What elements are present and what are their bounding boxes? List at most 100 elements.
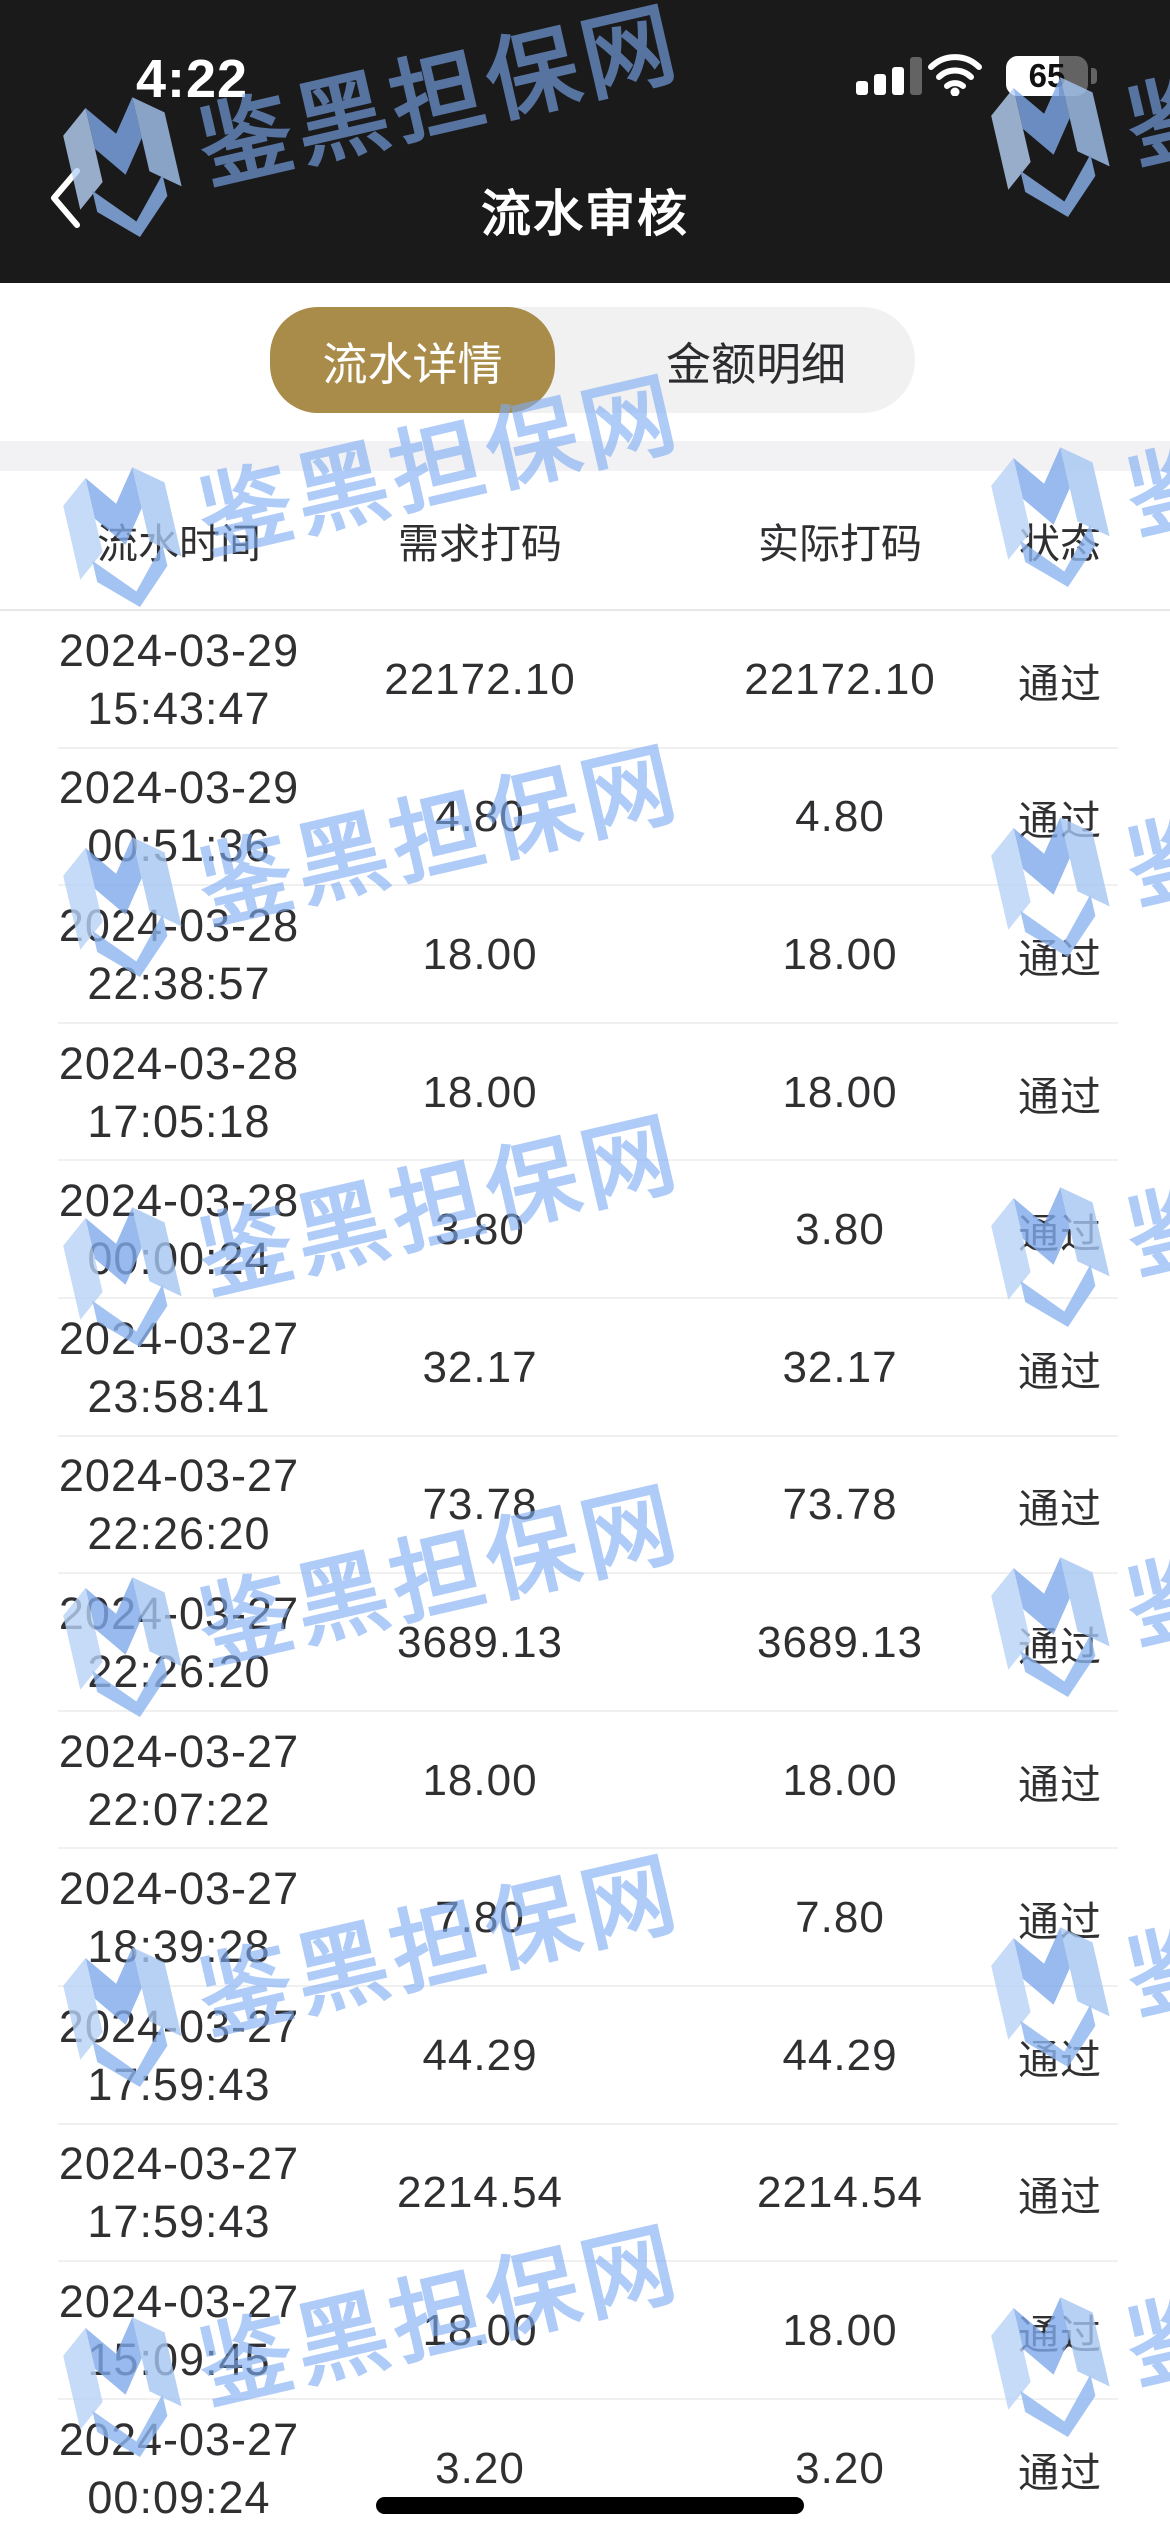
cell-actual: 4.80 [795, 792, 885, 842]
status-badge: 通过 [1018, 660, 1102, 707]
cell-flow-time: 2024-03-27 22:07:22 [14, 1712, 344, 1850]
cell-actual: 44.29 [782, 2030, 898, 2080]
home-indicator[interactable] [376, 2497, 804, 2514]
row-date: 2024-03-28 [58, 899, 300, 951]
cell-actual: 18.00 [782, 1755, 898, 1805]
status-badge: 通过 [1018, 1486, 1102, 1533]
cell-flow-time: 2024-03-27 18:39:28 [14, 1849, 344, 1987]
row-time: 15:09:45 [87, 2333, 271, 2385]
cell-flow-time: 2024-03-27 15:09:45 [14, 2262, 344, 2400]
battery-percent: 65 [1028, 57, 1066, 94]
row-date: 2024-03-27 [58, 1450, 300, 1502]
table-row: 2024-03-27 17:59:43 44.29 44.29 通过 [0, 1987, 1170, 2125]
cell-required: 18.00 [422, 1755, 538, 1805]
row-date: 2024-03-27 [58, 1587, 300, 1639]
cell-actual: 73.78 [782, 1480, 898, 1530]
cell-flow-time: 2024-03-27 17:59:43 [14, 1987, 344, 2125]
status-badge: 通过 [1018, 798, 1102, 845]
table-row: 2024-03-27 22:26:20 73.78 73.78 通过 [0, 1437, 1170, 1575]
status-badge: 通过 [1018, 2174, 1102, 2221]
cell-actual: 3689.13 [756, 1617, 924, 1667]
status-badge: 通过 [1018, 1761, 1102, 1808]
status-badge: 通过 [1018, 1623, 1102, 1670]
tab-bar: 流水详情 金额明细 [270, 307, 915, 413]
table-row: 2024-03-29 00:51:36 4.80 4.80 通过 [0, 749, 1170, 887]
cell-flow-time: 2024-03-28 22:38:57 [14, 886, 344, 1024]
status-badge: 通过 [1018, 1348, 1102, 1395]
status-badge: 通过 [1018, 2449, 1102, 2496]
table-row: 2024-03-28 22:38:57 18.00 18.00 通过 [0, 886, 1170, 1024]
status-badge: 通过 [1018, 2311, 1102, 2358]
cell-actual: 18.00 [782, 929, 898, 979]
cell-actual: 7.80 [795, 1893, 885, 1943]
cell-actual: 32.17 [782, 1342, 898, 1392]
table-row: 2024-03-27 17:59:43 2214.54 2214.54 通过 [0, 2125, 1170, 2263]
cell-flow-time: 2024-03-28 00:00:24 [14, 1161, 344, 1299]
cell-flow-time: 2024-03-29 15:43:47 [14, 611, 344, 749]
status-badge: 通过 [1018, 1073, 1102, 1120]
content-card: 流水详情 金额明细 流水时间 需求打码 实际打码 状态 2024-03-29 1… [0, 283, 1170, 2532]
cell-flow-time: 2024-03-27 22:26:20 [14, 1437, 344, 1575]
row-date: 2024-03-29 [58, 762, 300, 814]
row-time: 17:59:43 [87, 2058, 271, 2110]
row-date: 2024-03-27 [58, 2413, 300, 2465]
cell-flow-time: 2024-03-27 17:59:43 [14, 2125, 344, 2263]
cell-actual: 3.20 [795, 2443, 885, 2493]
wifi-icon [928, 53, 982, 101]
cell-flow-time: 2024-03-27 00:09:24 [14, 2400, 344, 2532]
cell-required: 32.17 [422, 1342, 538, 1392]
table-row: 2024-03-27 22:07:22 18.00 18.00 通过 [0, 1712, 1170, 1850]
row-date: 2024-03-27 [58, 2138, 300, 2190]
cell-required: 18.00 [422, 929, 538, 979]
tab-amount-detail[interactable]: 金额明细 [665, 338, 846, 390]
cell-required: 7.80 [435, 1893, 525, 1943]
cell-flow-time: 2024-03-27 23:58:41 [14, 1299, 344, 1437]
table-row: 2024-03-29 15:43:47 22172.10 22172.10 通过 [0, 611, 1170, 749]
cell-required: 22172.10 [384, 654, 576, 704]
top-bar: 4:22 65 流水审核 [0, 0, 1170, 283]
row-time: 17:05:18 [87, 1095, 271, 1147]
row-time: 22:26:20 [87, 1508, 271, 1560]
row-date: 2024-03-27 [58, 1312, 300, 1364]
table-row: 2024-03-28 00:00:24 3.80 3.80 通过 [0, 1161, 1170, 1299]
status-badge: 通过 [1018, 1211, 1102, 1258]
row-date: 2024-03-28 [58, 1037, 300, 1089]
table-body: 2024-03-29 15:43:47 22172.10 22172.10 通过… [0, 611, 1170, 2532]
row-date: 2024-03-28 [58, 1175, 300, 1227]
cellular-signal-icon [856, 57, 922, 95]
cell-required: 3.80 [435, 1205, 525, 1255]
cell-flow-time: 2024-03-29 00:51:36 [14, 749, 344, 887]
cell-actual: 2214.54 [756, 2168, 924, 2218]
table-row: 2024-03-27 18:39:28 7.80 7.80 通过 [0, 1849, 1170, 1987]
row-time: 22:26:20 [87, 1645, 271, 1697]
row-time: 00:00:24 [87, 1233, 271, 1285]
row-time: 00:51:36 [87, 820, 271, 872]
cell-actual: 18.00 [782, 1067, 898, 1117]
row-date: 2024-03-27 [58, 2275, 300, 2327]
table-row: 2024-03-27 15:09:45 18.00 18.00 通过 [0, 2262, 1170, 2400]
cell-actual: 18.00 [782, 2305, 898, 2355]
cell-flow-time: 2024-03-27 22:26:20 [14, 1574, 344, 1712]
cell-actual: 22172.10 [744, 654, 936, 704]
row-time: 17:59:43 [87, 2196, 271, 2248]
page-title: 流水审核 [481, 186, 689, 242]
row-time: 18:39:28 [87, 1921, 271, 1973]
cell-required: 18.00 [422, 2305, 538, 2355]
cell-actual: 3.80 [795, 1205, 885, 1255]
row-date: 2024-03-29 [58, 624, 300, 676]
status-time: 4:22 [136, 49, 249, 109]
cell-required: 73.78 [422, 1480, 538, 1530]
battery-nub [1091, 68, 1097, 84]
status-badge: 通过 [1018, 935, 1102, 982]
battery-icon: 65 [1006, 56, 1097, 96]
table-row: 2024-03-27 23:58:41 32.17 32.17 通过 [0, 1299, 1170, 1437]
cell-required: 3.20 [435, 2443, 525, 2493]
row-time: 22:38:57 [87, 957, 271, 1009]
tab-flow-detail[interactable]: 流水详情 [270, 307, 555, 413]
row-date: 2024-03-27 [58, 1863, 300, 1915]
row-time: 00:09:24 [87, 2471, 271, 2523]
section-divider-band [0, 441, 1170, 471]
cell-required: 18.00 [422, 1067, 538, 1117]
cell-required: 3689.13 [396, 1617, 564, 1667]
